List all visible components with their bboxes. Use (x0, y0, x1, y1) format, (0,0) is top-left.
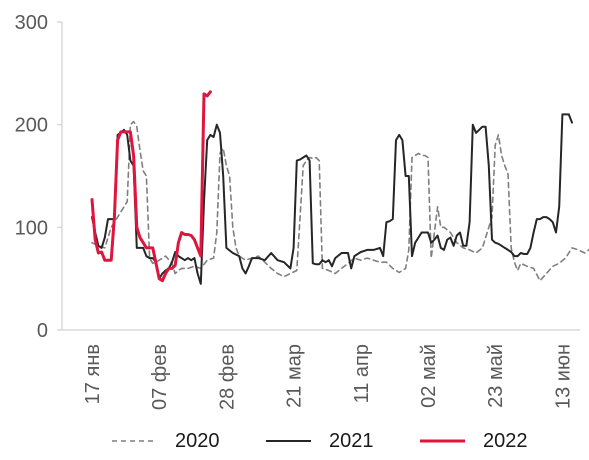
x-tick-label: 23 май (485, 344, 507, 408)
x-tick-label: 21 мар (284, 344, 306, 408)
x-tick-label: 13 июн (552, 344, 574, 409)
x-tick-label: 02 май (418, 344, 440, 408)
series-line-2021 (91, 113, 573, 285)
y-tick-label: 300 (15, 12, 48, 34)
x-axis: 17 янв 07 фев 28 фев 21 мар 11 апр 02 май 23 м… (62, 329, 580, 410)
y-tick-label: 0 (37, 320, 48, 342)
x-tick-label: 11 апр (351, 344, 373, 403)
series-line-2022 (90, 90, 212, 283)
x-tick-label: 17 янв (82, 344, 104, 404)
series-layer (90, 90, 589, 285)
legend: 2020 2021 2022 (112, 430, 528, 452)
legend-label-2020: 2020 (175, 430, 220, 452)
y-tick-label: 200 (15, 115, 48, 137)
x-tick-label: 28 фев (216, 344, 238, 410)
x-tick-label: 07 фев (149, 344, 171, 410)
y-axis: 0 100 200 300 (15, 12, 63, 342)
series-line-2020 (91, 120, 589, 282)
legend-label-2022: 2022 (483, 430, 528, 452)
legend-label-2021: 2021 (329, 430, 374, 452)
y-tick-label: 100 (15, 217, 48, 239)
